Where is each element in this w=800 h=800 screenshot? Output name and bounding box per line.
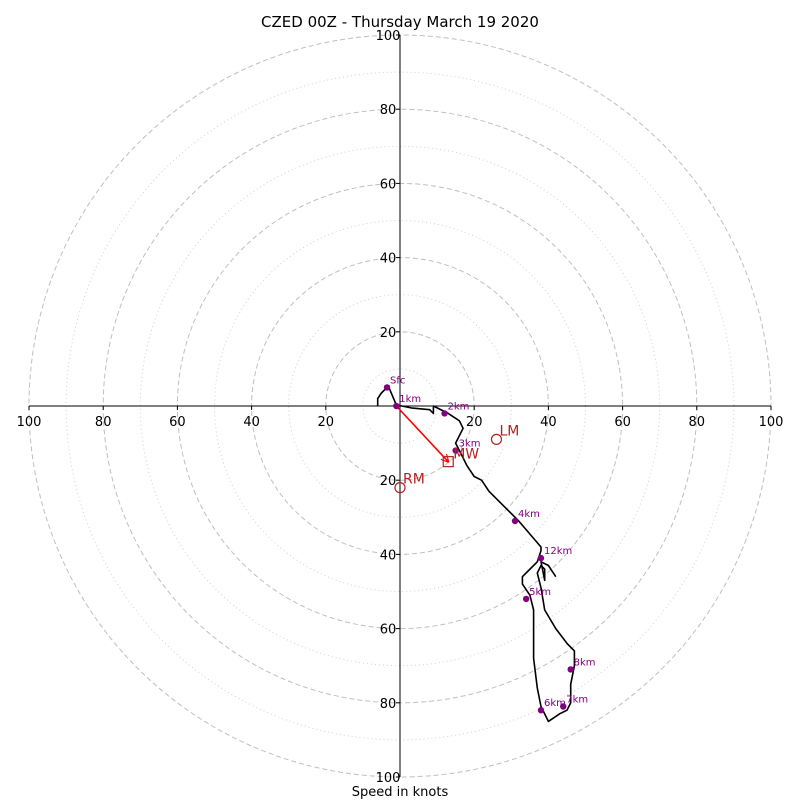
y-tick-label: 100: [376, 29, 401, 44]
height-marker-2km: [441, 410, 448, 417]
height-marker-label: 1km: [399, 394, 421, 405]
height-marker-3km: [452, 447, 459, 454]
y-tick-label: 80: [380, 103, 397, 118]
height-marker-label: 4km: [518, 509, 540, 520]
y-tick-label: 20: [380, 474, 397, 489]
x-tick-label: 40: [540, 415, 557, 430]
height-markers: Sfc 1km 2km 3km 4km 5km 6km 7km 8km 12km: [383, 375, 596, 714]
hodograph-trace: [376, 386, 576, 723]
y-tick-label: 40: [380, 548, 397, 563]
x-axis-label: Speed in knots: [352, 785, 449, 800]
bulk-shear-arrow: [395, 405, 448, 462]
chart-title: CZED 00Z - Thursday March 19 2020: [261, 13, 539, 31]
height-marker-1km: [393, 402, 400, 410]
height-marker-label: 6km: [544, 698, 566, 709]
height-marker-label: 2km: [448, 401, 470, 412]
y-tick-label: 100: [376, 771, 401, 786]
mean-wind-marker: [442, 456, 454, 468]
tick-labels: 100 80 60 40 20 20 40 60 80 100 100 80 60 40 20 20 40 60 8…: [17, 29, 784, 786]
height-marker-8km: [567, 666, 574, 673]
y-tick-label: 40: [380, 252, 397, 267]
mean-wind-label: MW: [453, 447, 479, 463]
x-tick-label: 100: [17, 415, 42, 430]
storm-motion-markers: MW RM LM: [394, 423, 519, 494]
x-tick-label: 60: [614, 415, 631, 430]
height-marker-label: 8km: [574, 657, 596, 668]
height-marker-label: 5km: [529, 587, 551, 598]
y-tick-label: 60: [380, 177, 397, 192]
y-tick-label: 80: [380, 697, 397, 712]
y-tick-label: 60: [380, 623, 397, 638]
height-marker-label: 3km: [459, 439, 481, 450]
x-tick-label: 80: [689, 415, 706, 430]
right-mover-label: RM: [403, 472, 425, 488]
right-mover-marker: [394, 482, 406, 494]
height-marker-7km: [560, 703, 567, 710]
shear-vector: [395, 405, 448, 462]
height-marker-5km: [522, 595, 530, 603]
height-marker-sfc: [383, 384, 391, 391]
x-tick-label: 20: [318, 415, 335, 430]
x-tick-label: 80: [95, 415, 112, 430]
left-mover-label: LM: [499, 423, 519, 439]
height-marker-6km: [537, 707, 545, 714]
height-marker-12km: [537, 554, 545, 562]
height-marker-label: Sfc: [390, 375, 405, 386]
height-marker-label: 12km: [544, 546, 572, 557]
hodograph-line: [376, 386, 576, 723]
x-tick-label: 60: [169, 415, 186, 430]
y-tick-label: 20: [380, 326, 397, 341]
x-tick-label: 100: [759, 415, 784, 430]
x-tick-label: 40: [243, 415, 260, 430]
height-marker-label: 7km: [566, 695, 588, 706]
left-mover-marker: [490, 433, 503, 445]
height-marker-4km: [511, 517, 519, 525]
x-tick-label: 20: [466, 415, 483, 430]
